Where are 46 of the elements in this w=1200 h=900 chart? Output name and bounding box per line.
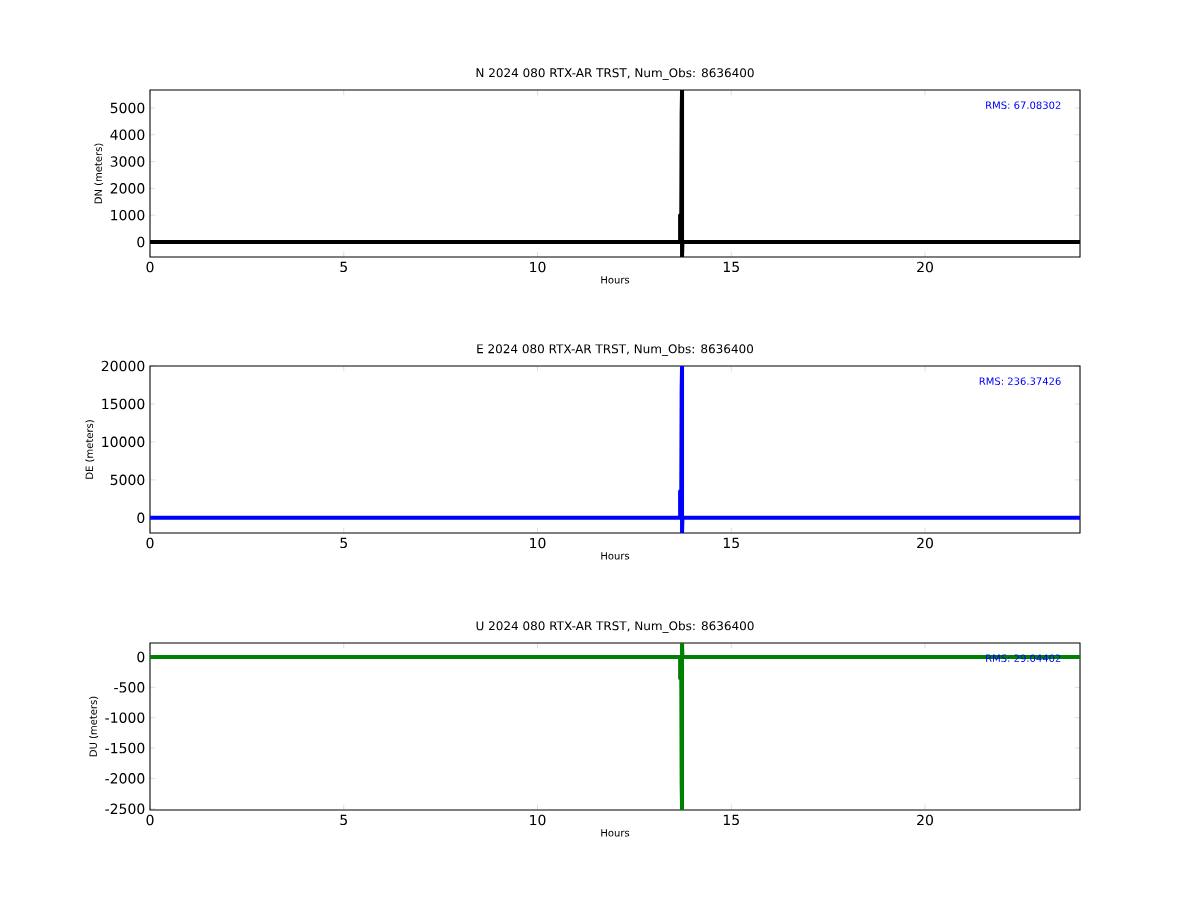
chart-title: E 2024 080 RTX-AR TRST, Num_Obs: 8636400 xyxy=(477,344,754,356)
y-tick-label: 2000 xyxy=(110,183,145,194)
line-series xyxy=(150,642,1081,810)
x-tick-label: 10 xyxy=(530,814,546,826)
annotation: RMS: 236.37426 xyxy=(979,377,1061,385)
annotation: RMS: 67.08302 xyxy=(986,101,1061,109)
x-tick-label: 0 xyxy=(146,814,154,826)
x-axis-title: Hours xyxy=(601,276,630,284)
x-tick-label: 0 xyxy=(146,261,154,273)
y-tick-label: 0 xyxy=(137,236,145,248)
line-series xyxy=(150,89,1081,257)
y-tick-label: 15000 xyxy=(102,398,145,410)
y-tick-label: 20000 xyxy=(101,360,145,372)
x-tick-label: 15 xyxy=(723,814,739,826)
y-axis-title: DN (meters) xyxy=(94,143,104,204)
x-tick-label: 15 xyxy=(723,261,739,273)
y-tick-label: -1500 xyxy=(105,742,145,754)
y-tick-label: 1000 xyxy=(111,209,145,221)
line-series xyxy=(150,366,1081,533)
chart-title: N 2024 080 RTX-AR TRST, Num_Obs: 8636400 xyxy=(476,68,754,80)
y-tick-label: -1000 xyxy=(105,712,145,723)
y-axis-title: DE (meters) xyxy=(85,420,95,479)
x-tick-label: 10 xyxy=(530,537,546,549)
y-axis-title: DU (meters) xyxy=(89,696,99,757)
x-tick-label: 5 xyxy=(340,537,347,549)
y-tick-label: -2000 xyxy=(105,773,145,784)
x-axis-title: Hours xyxy=(601,829,630,837)
x-axis-title: Hours xyxy=(601,552,630,560)
x-tick-label: 10 xyxy=(530,261,546,273)
y-tick-label: 3000 xyxy=(110,156,145,167)
x-tick-label: 5 xyxy=(340,814,347,826)
x-tick-label: 0 xyxy=(146,537,154,549)
y-tick-label: -2500 xyxy=(105,803,145,815)
y-tick-label: 5000 xyxy=(110,474,145,486)
y-tick-label: 5000 xyxy=(110,102,145,114)
x-tick-label: 5 xyxy=(340,261,347,273)
y-tick-label: 4000 xyxy=(110,129,145,141)
y-tick-label: 0 xyxy=(137,651,145,663)
x-tick-label: 20 xyxy=(917,261,933,273)
x-tick-label: 15 xyxy=(723,537,739,549)
y-tick-label: 10000 xyxy=(102,436,145,448)
x-tick-label: 20 xyxy=(917,814,933,826)
y-tick-label: -500 xyxy=(114,682,145,693)
chart-title: U 2024 080 RTX-AR TRST, Num_Obs: 8636400 xyxy=(476,621,754,633)
x-tick-label: 20 xyxy=(917,537,933,549)
y-tick-label: 0 xyxy=(137,512,145,524)
